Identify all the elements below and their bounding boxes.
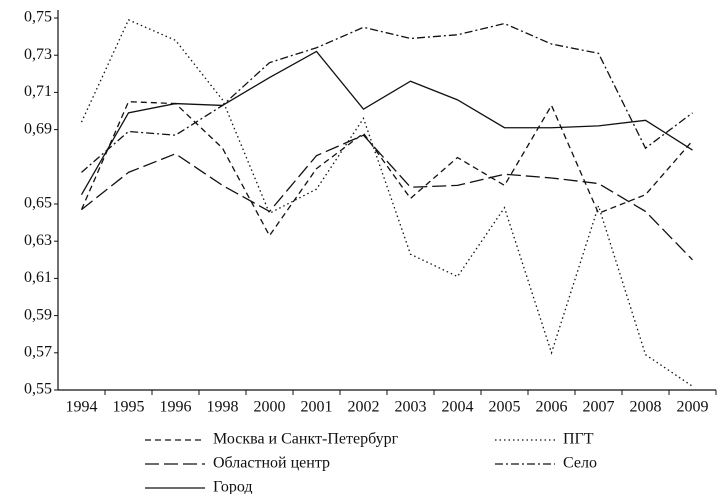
- series-line: [80, 50, 693, 196]
- legend-label: Москва и Санкт-Петербург: [213, 431, 399, 448]
- legend-label: Город: [213, 479, 253, 494]
- x-tick-label: 2003: [395, 399, 427, 416]
- y-tick-label: 0,61: [24, 269, 52, 286]
- x-tick-label: 2009: [677, 399, 709, 416]
- legend-label: ПГТ: [563, 431, 594, 448]
- y-tick-label: 0,57: [24, 343, 52, 360]
- y-tick-label: 0,55: [24, 381, 52, 398]
- x-tick-label: 2006: [536, 399, 568, 416]
- x-tick-label: 2008: [630, 399, 662, 416]
- x-tick-label: 2004: [442, 399, 474, 416]
- series-line: [80, 19, 693, 387]
- y-tick-label: 0,65: [24, 195, 52, 212]
- y-tick-label: 0,63: [24, 232, 52, 249]
- x-tick-label: 2001: [301, 399, 333, 416]
- x-tick-label: 2005: [489, 399, 521, 416]
- x-tick-label: 1996: [160, 399, 192, 416]
- x-tick-label: 2007: [583, 399, 615, 416]
- x-tick-label: 2002: [348, 399, 380, 416]
- x-tick-label: 1994: [66, 399, 98, 416]
- x-tick-label: 1998: [207, 399, 239, 416]
- x-tick-label: 1995: [113, 399, 145, 416]
- y-tick-label: 0,59: [24, 306, 52, 323]
- series-line: [81, 22, 693, 173]
- x-tick-label: 2000: [254, 399, 286, 416]
- series-line: [80, 101, 693, 237]
- y-tick-label: 0,69: [24, 120, 52, 137]
- legend-label: Областной центр: [213, 455, 330, 472]
- series-line: [81, 134, 693, 261]
- y-tick-label: 0,71: [24, 83, 52, 100]
- y-tick-label: 0,73: [24, 46, 52, 63]
- y-tick-label: 0,75: [24, 9, 52, 26]
- legend-label: Село: [563, 455, 597, 472]
